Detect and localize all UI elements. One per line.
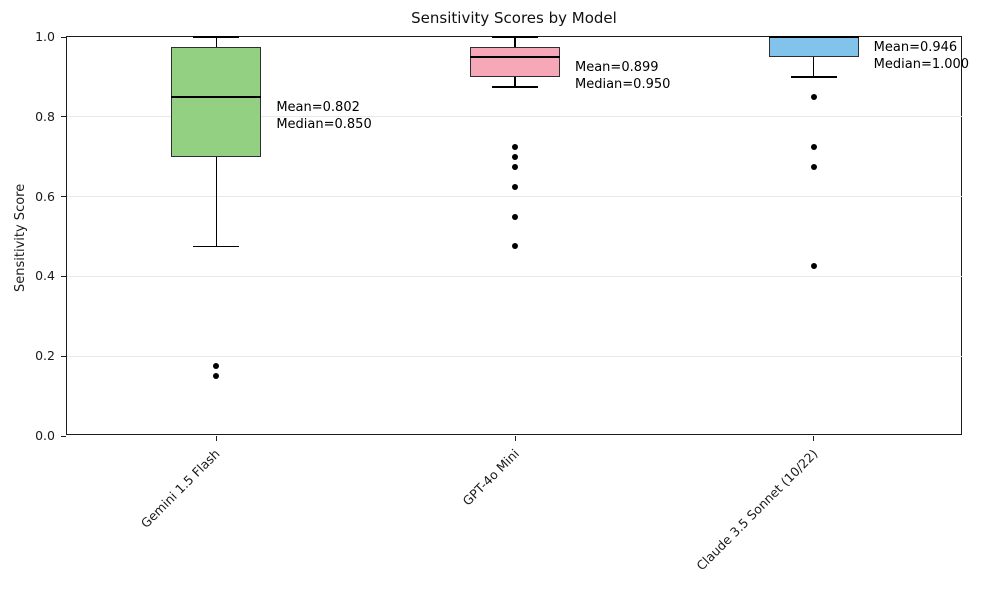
stats-annotation-gpt-4o-mini: Mean=0.899 Median=0.950 (575, 59, 670, 93)
outlier-point (512, 143, 518, 150)
gridline (67, 275, 963, 277)
upper-whisker-line (514, 37, 516, 47)
upper-whisker-cap (193, 36, 240, 38)
y-tick-mark (61, 435, 66, 437)
lower-whisker-cap (492, 86, 538, 88)
x-tick-mark (813, 436, 815, 441)
stats-annotation-claude-3-5-sonnet-10-22: Mean=0.946 Median=1.000 (874, 39, 969, 73)
lower-whisker-cap (193, 245, 240, 248)
x-tick-label-gpt-4o-mini: GPT-4o Mini (459, 446, 522, 509)
annotation-line: Mean=0.946 (873, 40, 958, 55)
y-tick-label: 0.8 (35, 108, 55, 124)
stats-annotation-gemini-1-5-flash: Mean=0.802 Median=0.850 (276, 99, 371, 133)
outlier-point (810, 143, 817, 150)
lower-whisker-line (215, 156, 218, 247)
gridline (67, 355, 963, 357)
x-tick-mark (215, 436, 217, 441)
outlier-point (512, 183, 518, 190)
x-tick-label-gemini-1-5-flash: Gemini 1.5 Flash (138, 446, 223, 531)
lower-whisker-line (514, 76, 516, 87)
box-gpt-4o-mini (470, 46, 560, 77)
y-tick-label: 0.4 (35, 268, 55, 284)
gridline (67, 196, 963, 198)
y-tick-mark (61, 36, 66, 38)
plot-area: 0.0 0.2 0.4 0.6 0.8 1.0 Gemini 1.5 Flash Mean=0… (35, 29, 969, 573)
y-tick-label: 0.2 (35, 348, 55, 364)
lower-whisker-line (812, 56, 815, 77)
x-tick-label-claude-3-5-sonnet-10-22: Claude 3.5 Sonnet (10/22) (692, 446, 821, 574)
outlier-point (810, 263, 817, 270)
outlier-point (512, 153, 518, 160)
lower-whisker-cap (790, 76, 837, 78)
y-tick-label: 0.0 (35, 428, 55, 443)
median-line-claude-3-5-sonnet-10-22 (768, 36, 859, 38)
upper-whisker-line (215, 37, 218, 47)
annotation-line: Mean=0.802 (276, 99, 360, 115)
outlier-point (810, 163, 817, 170)
y-tick-mark (61, 196, 66, 198)
annotation-line: Median=0.850 (276, 116, 372, 132)
y-tick-mark (61, 275, 66, 277)
outlier-point (512, 213, 518, 220)
outlier-point (213, 363, 220, 370)
outlier-point (810, 93, 817, 100)
box-gemini-1-5-flash (171, 46, 262, 157)
y-tick-mark (61, 116, 66, 118)
annotation-line: Median=1.000 (873, 57, 970, 72)
outlier-point (512, 243, 518, 250)
y-tick-mark (61, 355, 66, 357)
box-claude-3-5-sonnet-10-22 (768, 37, 859, 57)
y-tick-label: 1.0 (35, 29, 55, 44)
outlier-point (512, 163, 518, 170)
outlier-point (213, 373, 220, 380)
gridline (67, 116, 963, 118)
annotation-line: Mean=0.899 (575, 59, 659, 75)
median-line-gemini-1-5-flash (171, 95, 262, 98)
upper-whisker-cap (492, 36, 538, 38)
y-tick-label: 0.6 (35, 188, 55, 204)
annotation-line: Median=0.950 (575, 76, 671, 92)
median-line-gpt-4o-mini (470, 55, 560, 58)
x-tick-mark (514, 436, 516, 441)
chart-title: Sensitivity Scores by Model (411, 9, 617, 27)
